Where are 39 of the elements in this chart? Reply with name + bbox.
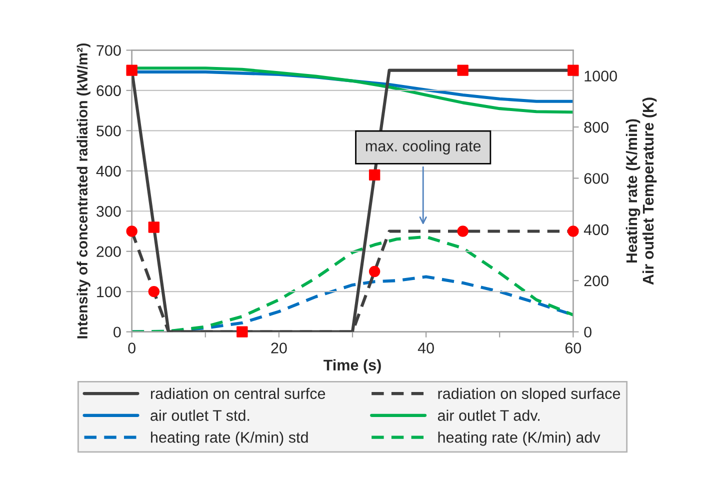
point xyxy=(568,64,579,76)
legend-label: heating rate (K/min) std xyxy=(151,432,308,446)
x-tick-label: 20 xyxy=(271,342,287,354)
legend-label: heating rate (K/min) adv xyxy=(438,432,600,446)
y-tick-label: 400 xyxy=(96,166,121,177)
point xyxy=(148,222,160,233)
legend-label: radiation on sloped surface xyxy=(438,388,620,402)
legend-label: radiation on central surfce xyxy=(150,388,326,400)
y-tick-label: 200 xyxy=(96,246,121,258)
point xyxy=(236,326,248,338)
y2-tick-label: 400 xyxy=(584,224,608,236)
y2-axis-title: Heating rate (K/min) Air outlet Temperature (K) xyxy=(626,98,657,285)
y-axis-title: Intensity of concentrated radiation (kW/m²) xyxy=(76,43,90,338)
y-tick-label: 500 xyxy=(96,126,121,136)
point xyxy=(368,266,380,278)
y2-tick-label: 200 xyxy=(584,275,608,286)
point xyxy=(148,286,160,298)
x-tick-label: 0 xyxy=(128,342,136,354)
point xyxy=(368,169,380,181)
point xyxy=(126,64,138,76)
y2-tick-label: 0 xyxy=(584,326,592,338)
y-tick-label: 0 xyxy=(114,326,121,338)
x-axis-title: Time (s) xyxy=(324,359,381,374)
y-tick-label: 700 xyxy=(96,45,121,56)
y-tick-label: 300 xyxy=(96,206,121,217)
point xyxy=(457,226,468,237)
point xyxy=(457,64,468,76)
legend-label: air outlet T std. xyxy=(150,410,250,421)
y-tick-label: 100 xyxy=(97,286,121,298)
x-tick-label: 40 xyxy=(418,342,434,354)
y-tick-label: 600 xyxy=(96,85,121,96)
legend-label: air outlet T adv. xyxy=(438,410,540,421)
y2-tick-label: 1000 xyxy=(584,70,617,82)
x-tick-label: 60 xyxy=(565,342,582,354)
annotation: max. cooling rate xyxy=(366,140,481,154)
point xyxy=(126,226,138,237)
point xyxy=(568,226,579,237)
y2-tick-label: 800 xyxy=(584,122,608,133)
y2-tick-label: 600 xyxy=(584,173,608,184)
